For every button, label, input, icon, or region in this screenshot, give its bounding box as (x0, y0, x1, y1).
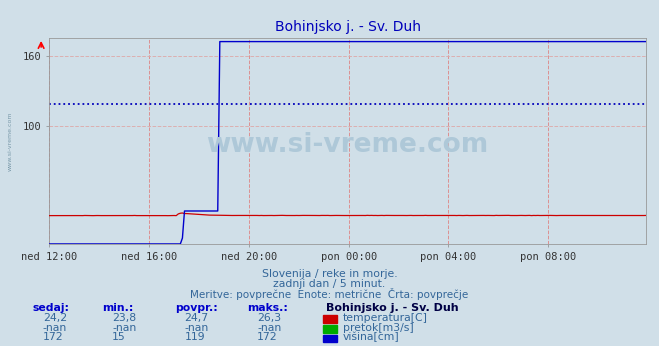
Text: 24,7: 24,7 (185, 313, 209, 323)
Text: 23,8: 23,8 (112, 313, 136, 323)
Text: -nan: -nan (43, 323, 67, 333)
Text: povpr.:: povpr.: (175, 303, 217, 313)
Text: 26,3: 26,3 (257, 313, 281, 323)
Text: www.si-vreme.com: www.si-vreme.com (206, 132, 489, 158)
Text: Slovenija / reke in morje.: Slovenija / reke in morje. (262, 269, 397, 279)
Text: sedaj:: sedaj: (33, 303, 70, 313)
Text: 24,2: 24,2 (43, 313, 67, 323)
Text: -nan: -nan (257, 323, 281, 333)
Text: 172: 172 (43, 333, 63, 343)
Text: temperatura[C]: temperatura[C] (343, 313, 428, 323)
Text: 119: 119 (185, 333, 205, 343)
Text: višina[cm]: višina[cm] (343, 332, 399, 343)
Text: maks.:: maks.: (247, 303, 288, 313)
Text: Bohinjsko j. - Sv. Duh: Bohinjsko j. - Sv. Duh (326, 303, 459, 313)
Text: pretok[m3/s]: pretok[m3/s] (343, 323, 413, 333)
Text: Meritve: povprečne  Enote: metrične  Črta: povprečje: Meritve: povprečne Enote: metrične Črta:… (190, 288, 469, 300)
Text: min.:: min.: (102, 303, 134, 313)
Text: www.si-vreme.com: www.si-vreme.com (8, 111, 13, 171)
Text: -nan: -nan (112, 323, 136, 333)
Text: 172: 172 (257, 333, 277, 343)
Text: 15: 15 (112, 333, 126, 343)
Text: zadnji dan / 5 minut.: zadnji dan / 5 minut. (273, 279, 386, 289)
Text: -nan: -nan (185, 323, 209, 333)
Title: Bohinjsko j. - Sv. Duh: Bohinjsko j. - Sv. Duh (275, 20, 420, 34)
